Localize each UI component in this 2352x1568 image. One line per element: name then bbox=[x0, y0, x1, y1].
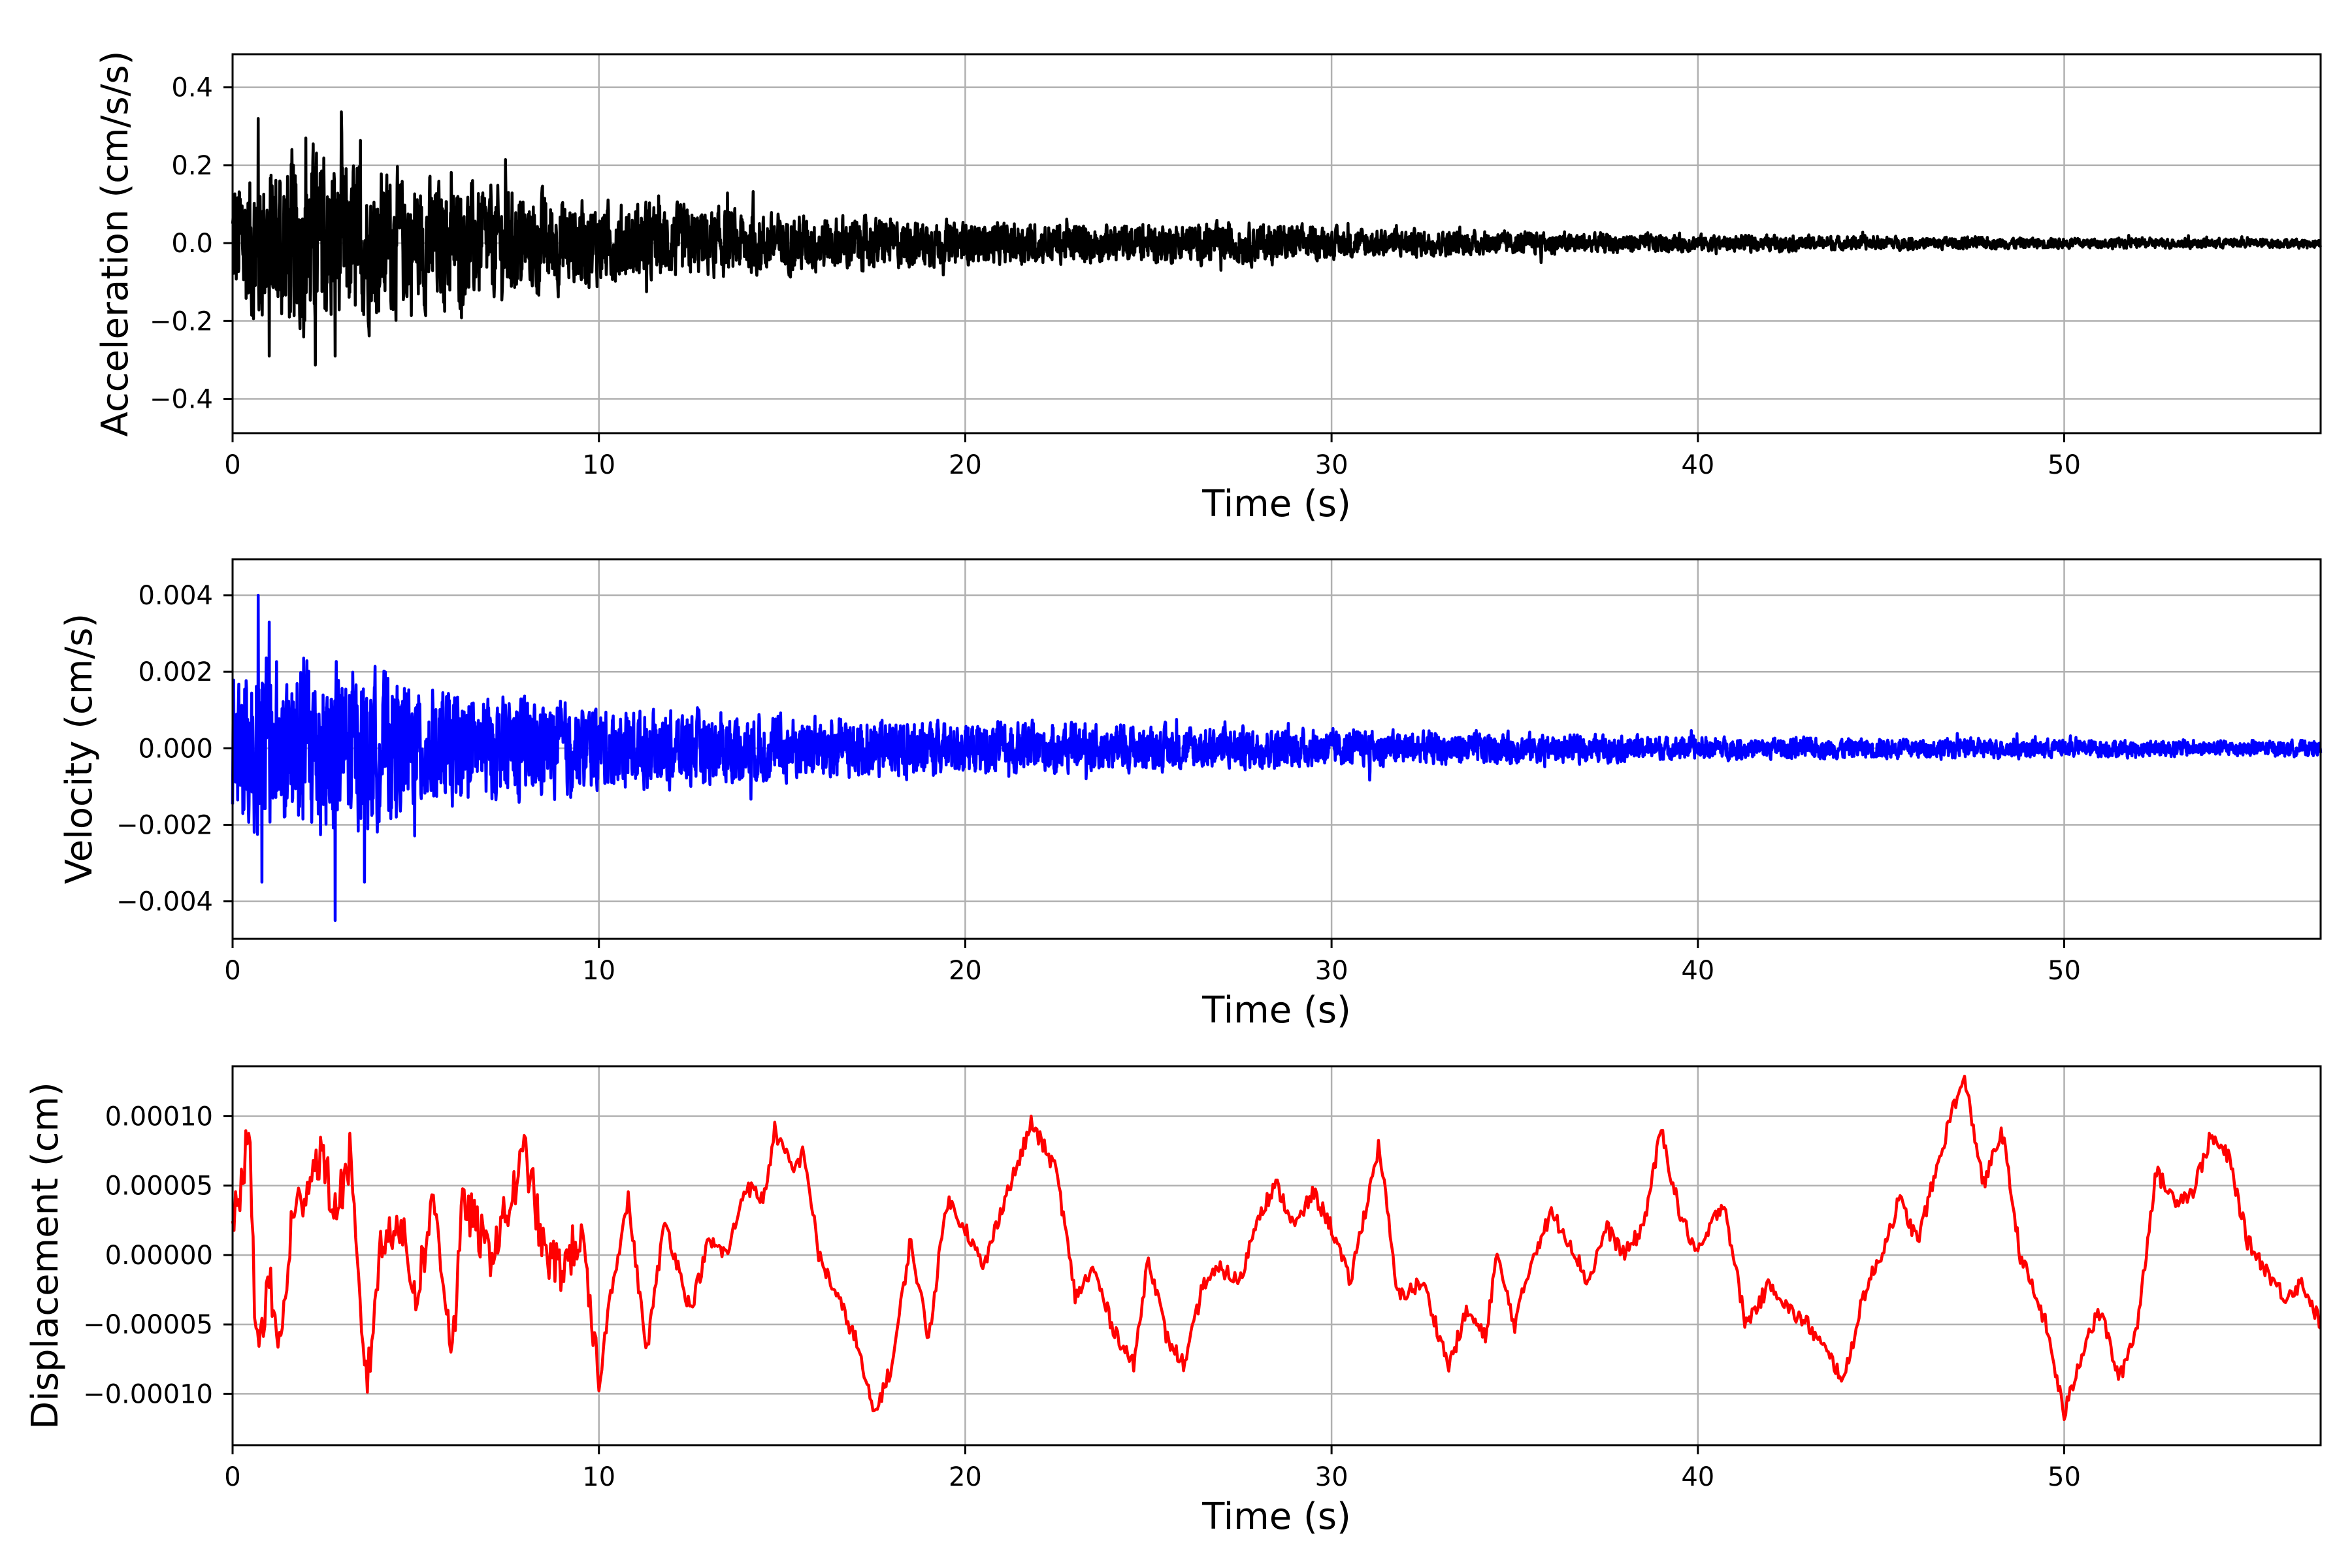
y-tick-label: 0.2 bbox=[171, 151, 213, 181]
y-axis-label: Velocity (cm/s) bbox=[58, 613, 101, 885]
x-tick-label: 20 bbox=[949, 1462, 982, 1492]
axes-frame bbox=[231, 558, 2322, 940]
x-tick-label: 40 bbox=[1681, 1462, 1714, 1492]
x-tick-label: 30 bbox=[1315, 450, 1348, 480]
y-tick-label: 0.4 bbox=[171, 73, 213, 103]
x-tick-label: 20 bbox=[949, 450, 982, 480]
axes-frame bbox=[231, 1065, 2322, 1446]
y-axis-label: Displacement (cm) bbox=[24, 1082, 67, 1429]
y-tick-label: −0.4 bbox=[150, 385, 213, 415]
x-tick-label: 0 bbox=[224, 1462, 240, 1492]
series-line bbox=[231, 110, 2323, 367]
x-tick-label: 0 bbox=[224, 956, 240, 986]
displacement-panel: Displacement (cm) Time (s) 0 10 20 30 40 50 −0… bbox=[24, 1065, 2322, 1538]
y-tick-label: −0.004 bbox=[116, 887, 213, 917]
x-tick-label: 0 bbox=[224, 450, 240, 480]
x-tick-label: 40 bbox=[1681, 956, 1714, 986]
acceleration-panel: Acceleration (cm/s/s) Time (s) 0 10 20 30 40… bbox=[94, 51, 2323, 525]
y-tick-label: 0.00000 bbox=[105, 1241, 213, 1271]
y-axis-label: Acceleration (cm/s/s) bbox=[94, 51, 137, 437]
x-tick-label: 20 bbox=[949, 956, 982, 986]
x-tick-label: 50 bbox=[2048, 956, 2081, 986]
x-axis-label: Time (s) bbox=[1201, 1495, 1351, 1538]
x-tick-label: 10 bbox=[582, 1462, 615, 1492]
axes-frame bbox=[231, 53, 2322, 434]
y-tick-label: 0.004 bbox=[138, 581, 213, 611]
x-axis-label: Time (s) bbox=[1201, 989, 1351, 1032]
x-tick-label: 40 bbox=[1681, 450, 1714, 480]
y-tick-label: −0.00010 bbox=[83, 1379, 213, 1409]
x-tick-label: 30 bbox=[1315, 956, 1348, 986]
y-tick-label: −0.00005 bbox=[83, 1310, 213, 1340]
y-tick-label: 0.00010 bbox=[105, 1102, 213, 1132]
series-line bbox=[231, 1074, 2322, 1422]
series-line bbox=[231, 593, 2323, 923]
y-tick-label: 0.00005 bbox=[105, 1171, 213, 1201]
x-axis-label: Time (s) bbox=[1201, 483, 1351, 525]
y-tick-label: 0.002 bbox=[138, 657, 213, 687]
x-tick-label: 50 bbox=[2048, 450, 2081, 480]
x-tick-label: 50 bbox=[2048, 1462, 2081, 1492]
x-tick-label: 10 bbox=[582, 956, 615, 986]
x-tick-label: 30 bbox=[1315, 1462, 1348, 1492]
x-tick-label: 10 bbox=[582, 450, 615, 480]
velocity-panel: Velocity (cm/s) Time (s) 0 10 20 30 40 50 −0.0… bbox=[58, 558, 2323, 1032]
y-tick-label: −0.002 bbox=[116, 810, 213, 840]
y-tick-label: 0.000 bbox=[138, 734, 213, 764]
y-tick-label: −0.2 bbox=[150, 306, 213, 336]
y-tick-label: 0.0 bbox=[171, 229, 213, 259]
